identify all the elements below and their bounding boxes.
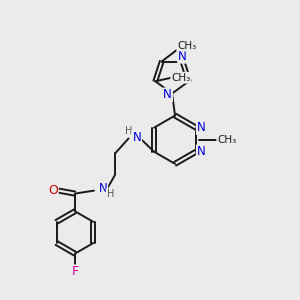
Text: N: N: [132, 130, 141, 143]
Text: CH₃: CH₃: [171, 73, 190, 83]
Text: H: H: [125, 126, 133, 136]
Text: O: O: [48, 184, 58, 197]
Text: H: H: [106, 189, 114, 199]
Text: F: F: [71, 266, 79, 278]
Text: N: N: [178, 50, 187, 63]
Text: N: N: [197, 145, 206, 158]
Text: N: N: [163, 88, 172, 101]
Text: CH₃: CH₃: [217, 135, 236, 145]
Text: CH₃: CH₃: [177, 40, 197, 51]
Text: N: N: [98, 182, 107, 195]
Text: N: N: [197, 121, 206, 134]
